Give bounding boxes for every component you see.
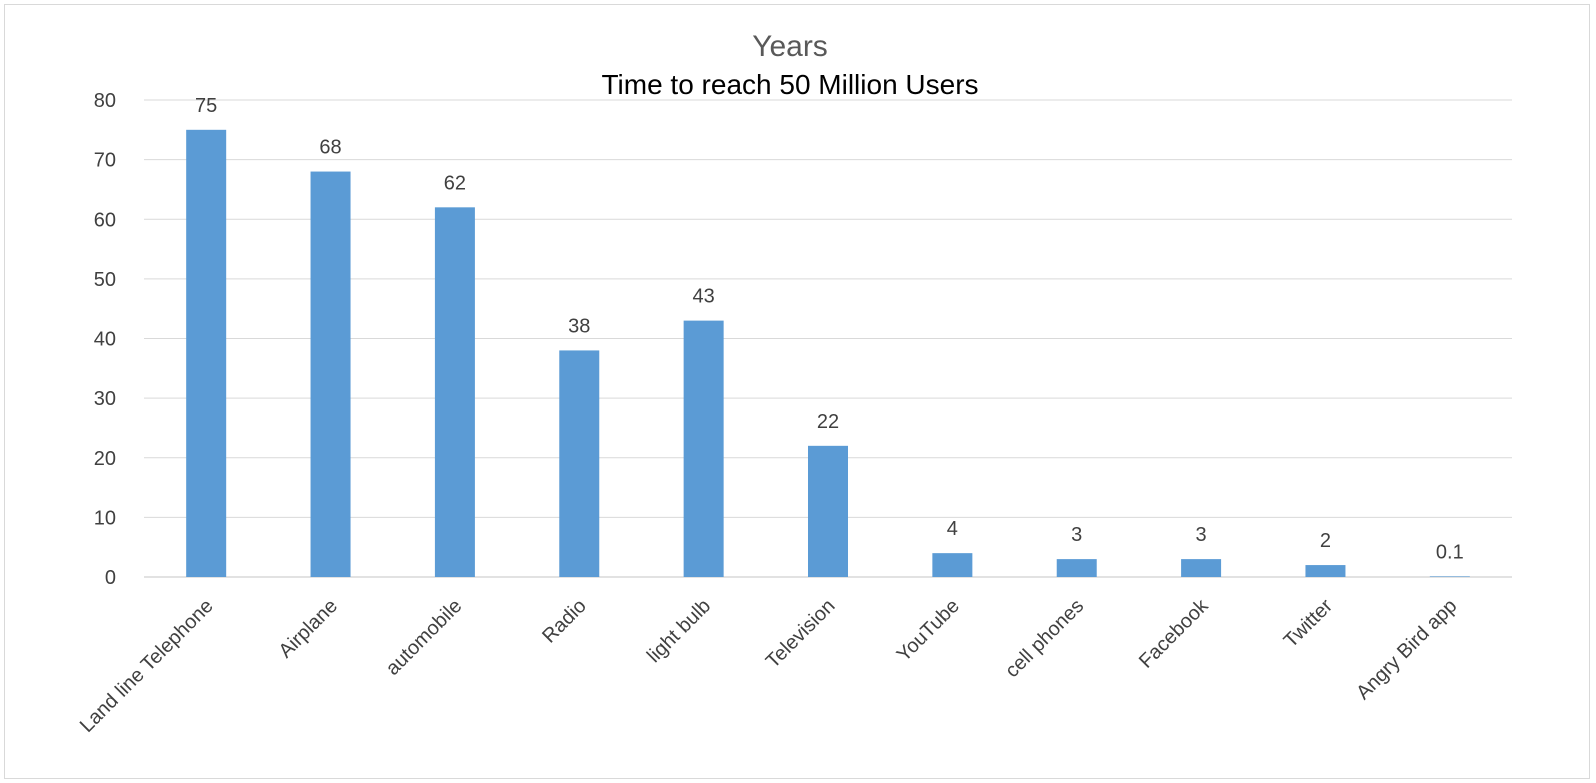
bar (1305, 565, 1346, 577)
y-axis-ticks: 0 10 20 30 40 50 60 70 80 (94, 90, 116, 589)
x-category-label: YouTube (893, 595, 964, 666)
bars (186, 129, 1470, 578)
bar (559, 350, 600, 577)
bar (1181, 559, 1222, 577)
y-tick-label: 60 (94, 209, 116, 231)
y-tick-label: 50 (94, 269, 116, 291)
data-label: 2 (1320, 530, 1331, 552)
data-label: 38 (568, 315, 590, 337)
y-tick-label: 10 (94, 507, 116, 529)
x-category-label: cell phones (1001, 595, 1088, 682)
data-label: 4 (947, 518, 958, 540)
bar (808, 445, 848, 577)
bar (310, 171, 351, 578)
y-tick-label: 30 (94, 388, 116, 410)
x-category-label: automobile (382, 595, 467, 680)
x-category-label: Radio (538, 595, 591, 648)
bar (1056, 559, 1097, 577)
bar (683, 320, 724, 577)
bar (434, 207, 475, 577)
x-category-label: Angry Bird app (1352, 595, 1461, 704)
x-category-label: Twitter (1280, 595, 1337, 652)
data-label: 22 (817, 411, 839, 433)
y-tick-label: 20 (94, 448, 116, 470)
x-category-label: Television (762, 595, 840, 673)
data-label: 3 (1071, 524, 1082, 546)
y-tick-label: 80 (94, 90, 116, 112)
bar (186, 129, 227, 577)
data-label: 0.1 (1436, 541, 1464, 563)
data-label: 75 (195, 95, 217, 117)
x-category-label: light bulb (643, 595, 715, 667)
x-category-label: Airplane (275, 595, 342, 662)
x-category-label: Facebook (1135, 594, 1213, 672)
chart-title: Years (752, 30, 828, 63)
data-label: 3 (1196, 524, 1207, 546)
y-tick-label: 70 (94, 150, 116, 172)
bar (1429, 576, 1470, 577)
y-tick-label: 40 (94, 329, 116, 351)
x-axis-categories: Land line Telephone Airplane automobile Rad… (76, 594, 1462, 737)
data-label: 68 (319, 137, 341, 159)
bar (932, 553, 973, 577)
data-label: 43 (693, 286, 715, 308)
chart-frame (4, 4, 1590, 779)
x-category-label: Land line Telephone (76, 595, 218, 737)
y-tick-label: 0 (105, 567, 116, 589)
chart-subtitle: Time to reach 50 Million Users (601, 69, 978, 100)
data-label: 62 (444, 172, 466, 194)
